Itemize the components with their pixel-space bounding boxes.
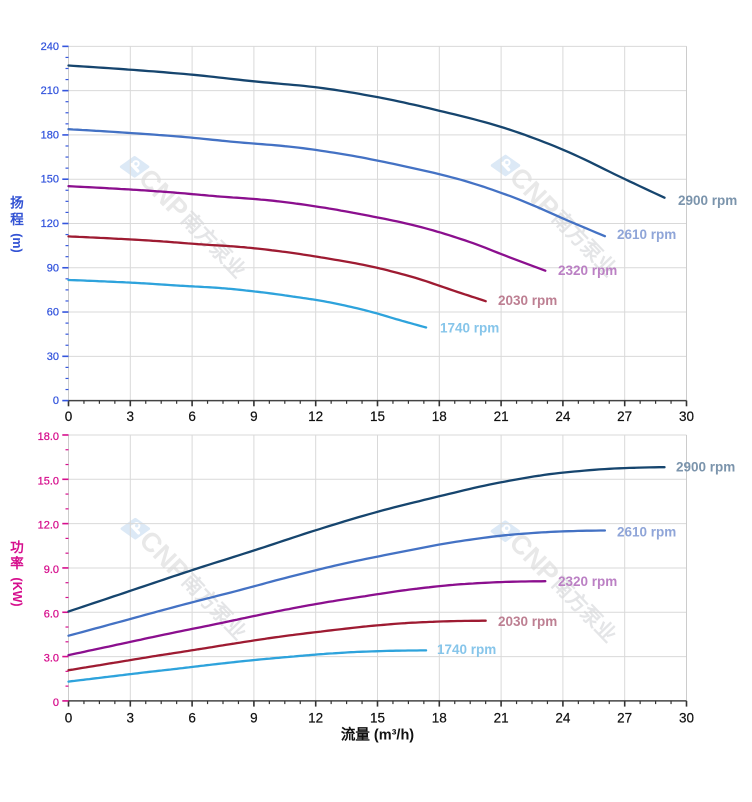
svg-text:240: 240 <box>41 41 59 53</box>
svg-text:(m): (m) <box>10 233 24 252</box>
svg-text:150: 150 <box>41 174 59 186</box>
svg-text:210: 210 <box>41 85 59 97</box>
svg-text:扬: 扬 <box>10 195 24 211</box>
svg-text:6.0: 6.0 <box>44 608 59 620</box>
svg-text:0: 0 <box>65 409 73 424</box>
svg-text:15: 15 <box>370 409 385 424</box>
svg-text:180: 180 <box>41 129 59 141</box>
svg-text:1740 rpm: 1740 rpm <box>440 321 499 336</box>
svg-text:3: 3 <box>127 711 135 726</box>
svg-text:2900 rpm: 2900 rpm <box>678 193 737 208</box>
svg-text:2030 rpm: 2030 rpm <box>498 293 557 308</box>
svg-text:2900 rpm: 2900 rpm <box>676 460 735 475</box>
svg-text:2320 rpm: 2320 rpm <box>558 574 617 589</box>
svg-text:2610 rpm: 2610 rpm <box>617 525 676 540</box>
svg-text:程: 程 <box>10 212 24 227</box>
svg-text:12.0: 12.0 <box>38 520 59 532</box>
svg-text:0: 0 <box>53 697 59 709</box>
svg-text:60: 60 <box>47 307 59 319</box>
svg-text:27: 27 <box>617 409 632 424</box>
svg-text:30: 30 <box>679 409 694 424</box>
svg-text:9: 9 <box>250 711 258 726</box>
svg-text:1740 rpm: 1740 rpm <box>437 642 496 657</box>
svg-text:15: 15 <box>370 711 385 726</box>
svg-text:流量 (m³/h): 流量 (m³/h) <box>341 726 414 744</box>
svg-text:功: 功 <box>10 540 24 555</box>
svg-text:12: 12 <box>308 711 323 726</box>
svg-text:90: 90 <box>47 262 59 274</box>
svg-text:(KW): (KW) <box>10 577 24 606</box>
svg-text:18: 18 <box>432 711 447 726</box>
svg-text:18.0: 18.0 <box>38 431 59 443</box>
svg-text:0: 0 <box>65 711 73 726</box>
svg-text:6: 6 <box>188 711 196 726</box>
svg-text:120: 120 <box>41 218 59 230</box>
svg-text:2030 rpm: 2030 rpm <box>498 614 557 629</box>
svg-text:9: 9 <box>250 409 258 424</box>
svg-text:30: 30 <box>679 711 694 726</box>
svg-text:6: 6 <box>188 409 196 424</box>
svg-text:27: 27 <box>617 711 632 726</box>
svg-text:2610 rpm: 2610 rpm <box>617 227 676 242</box>
svg-text:0: 0 <box>53 395 59 407</box>
svg-text:30: 30 <box>47 351 59 363</box>
svg-text:15.0: 15.0 <box>38 475 59 487</box>
svg-text:12: 12 <box>308 409 323 424</box>
svg-text:21: 21 <box>494 711 509 726</box>
svg-text:9.0: 9.0 <box>44 564 59 576</box>
svg-text:2320 rpm: 2320 rpm <box>558 263 617 278</box>
svg-text:24: 24 <box>555 711 571 726</box>
svg-text:3.0: 3.0 <box>44 653 59 665</box>
svg-text:21: 21 <box>494 409 509 424</box>
svg-text:24: 24 <box>555 409 571 424</box>
svg-text:18: 18 <box>432 409 447 424</box>
svg-text:率: 率 <box>10 555 24 571</box>
svg-text:3: 3 <box>127 409 135 424</box>
